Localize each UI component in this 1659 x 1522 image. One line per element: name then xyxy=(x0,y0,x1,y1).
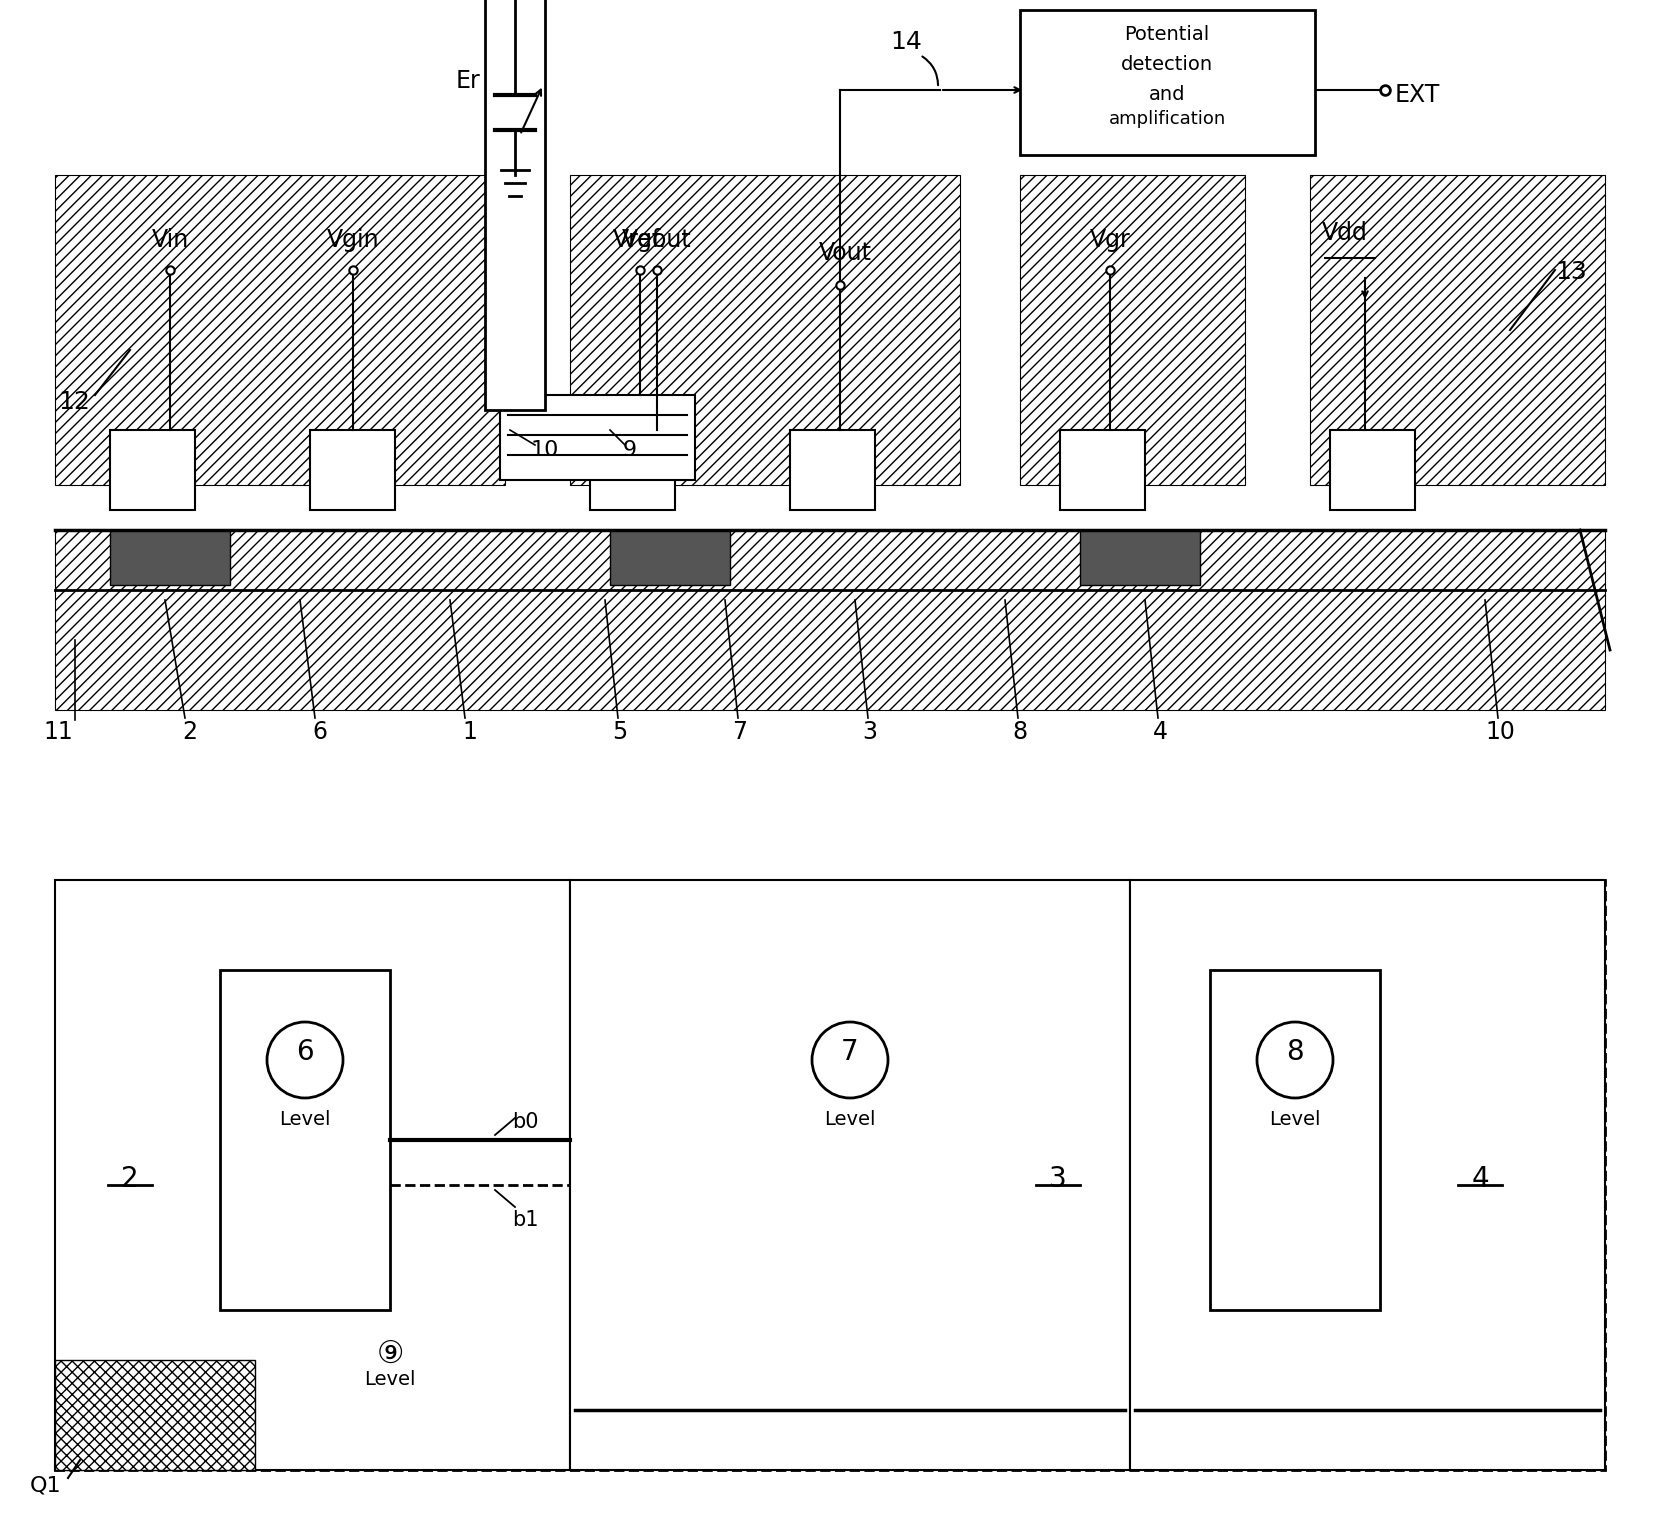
Text: 4: 4 xyxy=(1153,720,1168,744)
Bar xyxy=(55,175,504,486)
Text: 12: 12 xyxy=(58,390,90,414)
Text: 7: 7 xyxy=(733,720,748,744)
Bar xyxy=(55,1361,255,1470)
Bar xyxy=(571,175,961,486)
Text: 9: 9 xyxy=(622,440,637,460)
Text: ⑨: ⑨ xyxy=(377,1339,403,1368)
Text: 4: 4 xyxy=(1472,1164,1488,1193)
Text: 10: 10 xyxy=(531,440,559,460)
Text: detection: detection xyxy=(1121,55,1213,75)
Text: amplification: amplification xyxy=(1108,110,1226,128)
Bar xyxy=(571,880,1130,1470)
Bar xyxy=(790,431,874,510)
Bar xyxy=(1331,431,1415,510)
Text: Level: Level xyxy=(365,1370,416,1390)
Text: Level: Level xyxy=(1269,1110,1321,1129)
Bar xyxy=(1020,175,1244,486)
Circle shape xyxy=(1258,1021,1332,1097)
Bar xyxy=(1130,880,1604,1470)
Text: b0: b0 xyxy=(511,1113,538,1132)
Text: 7: 7 xyxy=(841,1038,859,1065)
Bar xyxy=(310,431,395,510)
Text: 2: 2 xyxy=(121,1164,139,1193)
Circle shape xyxy=(811,1021,888,1097)
Bar xyxy=(499,396,695,479)
Bar xyxy=(1020,11,1316,155)
Text: EXT: EXT xyxy=(1395,84,1440,107)
Text: 2: 2 xyxy=(182,720,197,744)
Text: Vgr: Vgr xyxy=(1090,228,1130,253)
Text: Vout: Vout xyxy=(818,240,871,265)
Text: Er: Er xyxy=(455,68,479,93)
Bar xyxy=(221,970,390,1310)
Bar xyxy=(1311,175,1604,486)
Bar xyxy=(1080,530,1199,584)
Bar xyxy=(484,0,546,409)
Text: Vdd: Vdd xyxy=(1322,221,1369,245)
Text: and: and xyxy=(1148,85,1185,103)
Text: 1: 1 xyxy=(463,720,478,744)
Bar xyxy=(55,880,571,1470)
Text: b1: b1 xyxy=(511,1210,538,1230)
Bar xyxy=(591,431,675,510)
Text: Vgin: Vgin xyxy=(327,228,380,253)
Text: 8: 8 xyxy=(1012,720,1027,744)
Circle shape xyxy=(267,1021,343,1097)
Text: 10: 10 xyxy=(1485,720,1515,744)
Bar xyxy=(109,530,231,584)
Bar xyxy=(1060,431,1145,510)
Text: 3: 3 xyxy=(1048,1164,1067,1193)
Text: 6: 6 xyxy=(312,720,327,744)
Text: 5: 5 xyxy=(612,720,627,744)
Text: 13: 13 xyxy=(1554,260,1586,285)
Bar xyxy=(55,530,1604,709)
Text: 8: 8 xyxy=(1286,1038,1304,1065)
Text: Vref.: Vref. xyxy=(614,228,667,253)
Bar xyxy=(109,431,196,510)
Bar xyxy=(55,880,1604,1470)
Text: Potential: Potential xyxy=(1125,24,1209,44)
Text: 6: 6 xyxy=(297,1038,314,1065)
Text: 3: 3 xyxy=(863,720,878,744)
Text: Level: Level xyxy=(825,1110,876,1129)
Text: 14: 14 xyxy=(889,30,922,53)
Text: Level: Level xyxy=(279,1110,330,1129)
Text: 11: 11 xyxy=(43,720,73,744)
Bar xyxy=(611,530,730,584)
Text: Q1: Q1 xyxy=(30,1475,61,1495)
Text: Vin: Vin xyxy=(151,228,189,253)
Bar xyxy=(1209,970,1380,1310)
Text: Vgout: Vgout xyxy=(622,228,692,253)
